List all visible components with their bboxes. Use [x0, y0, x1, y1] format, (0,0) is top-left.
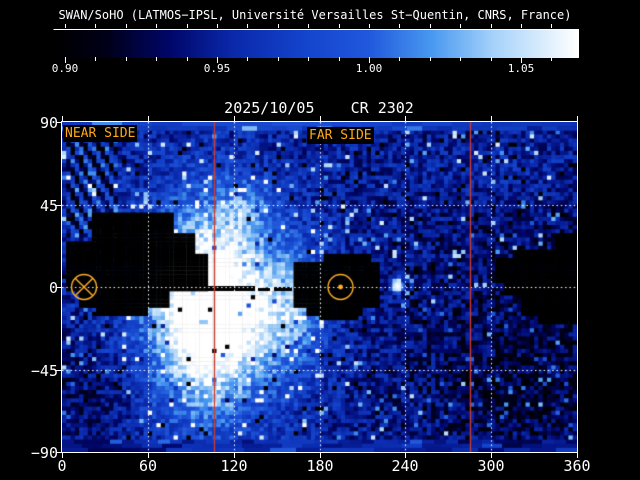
y-axis-tick: [56, 205, 61, 206]
far-side-label: FAR SIDE: [307, 127, 374, 144]
x-axis-label: 240: [391, 457, 419, 475]
y-axis-tick: [56, 122, 61, 123]
colorbar-tick: [399, 24, 400, 28]
x-axis-tick: [491, 116, 492, 121]
colorbar-tick: [95, 24, 96, 28]
colorbar-tick: [399, 57, 400, 61]
x-axis-label: 60: [138, 457, 158, 475]
x-axis-tick: [148, 453, 149, 458]
map-canvas: [62, 122, 577, 452]
colorbar-tick: [217, 24, 218, 28]
colorbar-tick: [521, 24, 522, 28]
x-axis-tick: [234, 453, 235, 458]
x-axis-tick: [62, 116, 63, 121]
colorbar-tick: [187, 24, 188, 28]
x-axis-tick: [577, 453, 578, 458]
colorbar-tick: [247, 24, 248, 28]
y-axis-tick: [56, 370, 61, 371]
colorbar-tick: [339, 57, 340, 61]
x-axis-tick: [577, 116, 578, 121]
colorbar-tick: [156, 24, 157, 28]
colorbar-tick: [95, 57, 96, 61]
colorbar-tick-label: 1.00: [355, 62, 383, 75]
colorbar-tick: [339, 24, 340, 28]
colorbar-tick: [217, 57, 218, 63]
x-axis-label: 360: [563, 457, 591, 475]
plot-title: SWAN/SoHO (LATMOS−IPSL, Université Versa…: [58, 8, 572, 22]
colorbar-tick: [278, 57, 279, 61]
x-axis-tick: [148, 116, 149, 121]
colorbar-tick-label: 0.90: [51, 62, 79, 75]
x-axis-tick: [62, 453, 63, 458]
y-axis-label: 0: [48, 279, 58, 297]
colorbar-tick: [460, 24, 461, 28]
colorbar-tick: [247, 57, 248, 61]
colorbar-tick: [369, 57, 370, 63]
y-axis-tick: [56, 452, 61, 453]
colorbar-tick: [369, 24, 370, 28]
colorbar-tick: [187, 57, 188, 61]
x-axis-label: 300: [477, 457, 505, 475]
colorbar-tick: [278, 24, 279, 28]
x-axis-tick: [405, 453, 406, 458]
colorbar-gradient: [53, 29, 579, 58]
colorbar-tick: [308, 57, 309, 61]
colorbar-tick: [460, 57, 461, 61]
y-axis-tick: [56, 287, 61, 288]
y-axis-label: 45: [39, 197, 58, 215]
x-axis-label: 0: [57, 457, 67, 475]
y-axis-label: −45: [30, 362, 58, 380]
x-axis-label: 180: [306, 457, 334, 475]
y-axis-label: 90: [39, 114, 58, 132]
x-axis-tick: [405, 116, 406, 121]
x-axis-tick: [234, 116, 235, 121]
colorbar-tick: [126, 24, 127, 28]
colorbar-tick-label: 0.95: [203, 62, 231, 75]
colorbar-tick: [430, 24, 431, 28]
map-frame: NEAR SIDE FAR SIDE: [61, 121, 578, 453]
colorbar-tick: [491, 24, 492, 28]
colorbar-tick: [65, 57, 66, 63]
colorbar-tick: [65, 24, 66, 28]
near-side-label: NEAR SIDE: [63, 125, 138, 142]
colorbar-tick: [126, 57, 127, 61]
colorbar-tick: [491, 57, 492, 61]
colorbar-tick: [430, 57, 431, 61]
x-axis-label: 120: [220, 457, 248, 475]
colorbar-tick: [156, 57, 157, 61]
colorbar-tick: [308, 24, 309, 28]
colorbar-tick: [551, 24, 552, 28]
colorbar-tick: [521, 57, 522, 63]
colorbar-tick: [551, 57, 552, 61]
x-axis-tick: [320, 116, 321, 121]
date-and-rotation-label: 2025/10/05 CR 2302: [224, 99, 414, 117]
x-axis-tick: [491, 453, 492, 458]
x-axis-tick: [320, 453, 321, 458]
colorbar-tick-label: 1.05: [507, 62, 535, 75]
y-axis-label: −90: [30, 444, 58, 462]
